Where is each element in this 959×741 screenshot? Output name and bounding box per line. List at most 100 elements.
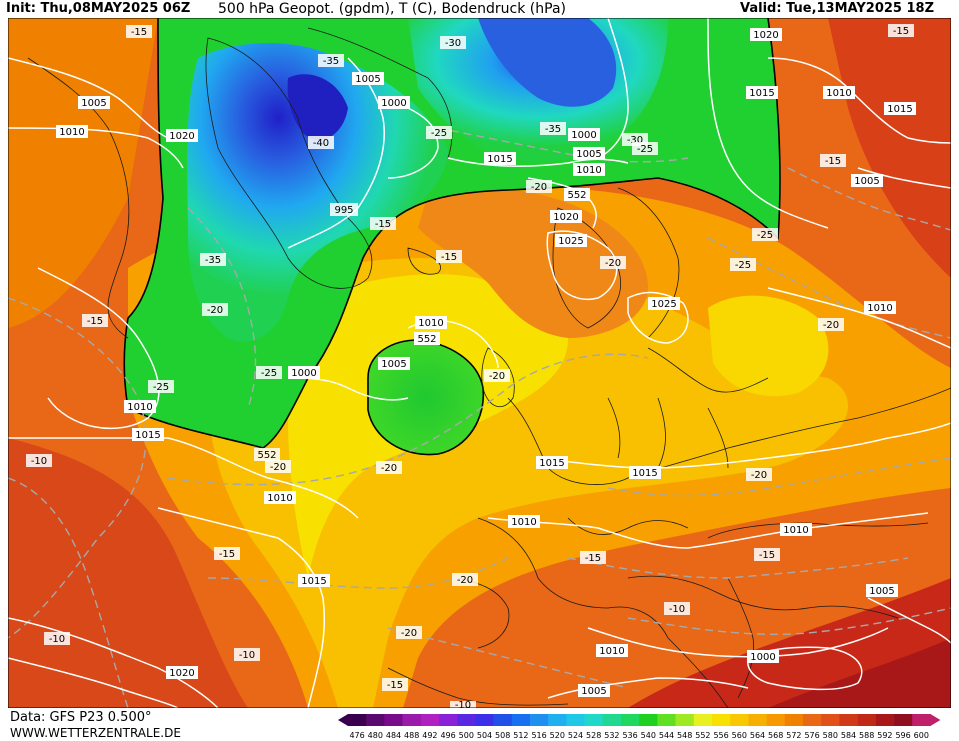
contour-label-text: 1010 — [783, 525, 808, 536]
contour-label-28: 1010 — [823, 86, 855, 99]
color-scale-swatch — [766, 714, 786, 726]
contour-label-text: 1005 — [355, 74, 380, 85]
contour-label-text: 1010 — [599, 646, 624, 657]
contour-label-40: 1010 — [415, 316, 447, 329]
contour-label-72: 1000 — [747, 650, 779, 663]
coastlines-and-borders — [27, 27, 951, 708]
color-scale-tick-label: 580 — [823, 731, 838, 740]
contour-label-text: 1025 — [558, 236, 583, 247]
contour-label-text: 1000 — [381, 98, 406, 109]
color-scale-tick-label: 584 — [841, 731, 856, 740]
contour-label-48: 1015 — [132, 428, 164, 441]
color-scale-swatch — [730, 714, 749, 726]
contour-label-13: 1005 — [573, 147, 605, 160]
contour-label-30: -15 — [820, 154, 846, 167]
contour-label-62: 1015 — [298, 574, 330, 587]
contour-label-text: 1020 — [169, 131, 194, 142]
contour-label-61: -15 — [754, 548, 780, 561]
contour-label-text: 552 — [417, 334, 436, 345]
contour-label-text: -20 — [823, 320, 839, 331]
color-scale-tick-label: 540 — [641, 731, 656, 740]
contour-label-text: -25 — [637, 144, 653, 155]
contour-label-text: 552 — [567, 190, 586, 201]
contour-label-text: 1005 — [581, 686, 606, 697]
color-scale-swatch — [784, 714, 804, 726]
contour-label-55: 1015 — [629, 466, 661, 479]
map-title: 500 hPa Geopot. (gpdm), T (C), Bodendruc… — [218, 1, 566, 17]
contour-label-8: -30 — [440, 36, 466, 49]
contour-label-text: 552 — [257, 450, 276, 461]
color-scale-tick-label: 556 — [713, 731, 728, 740]
contour-label-52: 1010 — [264, 491, 296, 504]
contour-label-text: -10 — [31, 456, 47, 467]
contour-label-70: -15 — [382, 678, 408, 691]
color-scale-swatch — [875, 714, 895, 726]
color-scale-swatch — [821, 714, 840, 726]
color-scale-tick-label: 588 — [859, 731, 874, 740]
color-scale-tick-label: 516 — [531, 731, 546, 740]
color-scale-tick-label: 528 — [586, 731, 601, 740]
color-scale-swatch — [675, 714, 695, 726]
color-scale-tick-label: 512 — [513, 731, 528, 740]
color-scale-swatch — [348, 714, 367, 726]
contour-label-0: -15 — [126, 25, 152, 38]
contour-label-text: 1015 — [539, 458, 564, 469]
contour-label-text: -20 — [270, 462, 286, 473]
weather-map: -15 1005 1010 1020 -35 1005 1000 -40 -30… — [8, 18, 951, 708]
color-scale-tick-label: 508 — [495, 731, 510, 740]
color-scale-swatch — [894, 714, 913, 726]
contour-label-text: -20 — [457, 575, 473, 586]
contour-label-21: -15 — [370, 217, 396, 230]
contour-label-text: -15 — [87, 316, 103, 327]
contour-label-text: 1010 — [267, 493, 292, 504]
contour-labels: -15 1005 1010 1020 -35 1005 1000 -40 -30… — [26, 24, 916, 708]
color-scale-swatch — [402, 714, 422, 726]
contour-label-51: -10 — [26, 454, 52, 467]
contour-label-46: -25 — [148, 380, 174, 393]
color-scale-tick-label: 532 — [604, 731, 619, 740]
color-scale-tick-label: 496 — [440, 731, 455, 740]
contour-label-text: 1020 — [169, 668, 194, 679]
contour-label-39: 1010 — [864, 301, 896, 314]
color-scale-swatch — [712, 714, 731, 726]
contour-label-4: -35 — [318, 54, 344, 67]
color-scale-arrow-right — [930, 714, 941, 726]
color-scale-swatch — [693, 714, 713, 726]
color-scale-swatch — [857, 714, 877, 726]
contour-label-3: 1020 — [166, 129, 198, 142]
contour-label-1: 1005 — [78, 96, 110, 109]
contour-label-text: -30 — [445, 38, 461, 49]
contour-label-text: 1005 — [81, 98, 106, 109]
contour-label-text: -20 — [207, 305, 223, 316]
contour-label-56: -20 — [746, 468, 772, 481]
contour-label-53: -20 — [376, 461, 402, 474]
contour-label-6: 1000 — [378, 96, 410, 109]
contour-label-text: 1000 — [291, 368, 316, 379]
contour-label-11: 1000 — [568, 128, 600, 141]
contour-label-text: -15 — [441, 252, 457, 263]
contour-label-text: -25 — [261, 368, 277, 379]
contour-label-45: -25 — [256, 366, 282, 379]
contour-label-text: 1025 — [651, 299, 676, 310]
contour-label-57: 1010 — [508, 515, 540, 528]
color-scale-tick-label: 500 — [459, 731, 474, 740]
contour-label-65: -20 — [396, 626, 422, 639]
contour-label-58: -15 — [214, 547, 240, 560]
color-scale-labels: 476 480 484 488 492 496 500 504 508 512 516 520 524 5… — [349, 731, 928, 740]
contour-label-text: -20 — [489, 371, 505, 382]
contour-label-text: 1010 — [826, 88, 851, 99]
color-scale-swatch — [493, 714, 513, 726]
color-scale-swatch — [584, 714, 604, 726]
color-scale-swatch — [839, 714, 858, 726]
contour-label-text: 1015 — [632, 468, 657, 479]
contour-label-10: -35 — [540, 122, 566, 135]
contour-label-text: -15 — [893, 26, 909, 37]
pressure-isobars — [8, 18, 951, 708]
color-scale-tick-label: 484 — [386, 731, 401, 740]
color-scale-swatch — [566, 714, 585, 726]
contour-label-text: -20 — [401, 628, 417, 639]
contour-label-38: -15 — [82, 314, 108, 327]
contour-label-33: -25 — [752, 228, 778, 241]
contour-label-67: -10 — [44, 632, 70, 645]
contour-label-text: -25 — [757, 230, 773, 241]
